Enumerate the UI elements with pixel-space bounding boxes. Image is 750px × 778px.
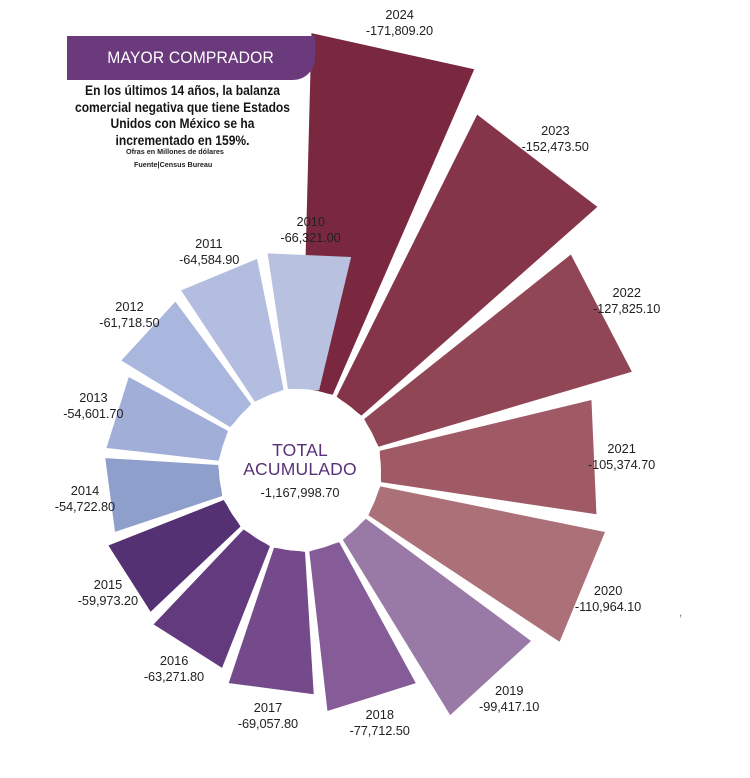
stray-mark: ,	[679, 607, 683, 619]
value-label-2011: -64,584.90	[179, 251, 240, 267]
bar-2024	[302, 33, 475, 395]
value-label-2010: -66,321.00	[280, 230, 341, 246]
year-label-2011: 2011	[195, 235, 223, 251]
year-label-2013: 2013	[79, 389, 108, 405]
bar-2017	[228, 547, 314, 695]
year-label-2019: 2019	[495, 683, 524, 699]
year-label-2015: 2015	[93, 577, 123, 593]
bar-2021	[379, 400, 597, 515]
value-label-2017: -69,057.80	[237, 715, 298, 731]
year-label-2010: 2010	[296, 214, 325, 230]
units-note: Ofras en Millones de dólares	[126, 147, 224, 156]
value-label-2024: -171,809.20	[365, 22, 434, 38]
header-band: MAYOR COMPRADOR	[67, 36, 315, 80]
value-label-2021: -105,374.70	[587, 456, 656, 472]
year-label-2021: 2021	[607, 440, 636, 456]
value-label-2014: -54,722.80	[54, 499, 115, 515]
year-label-2018: 2018	[365, 707, 395, 723]
year-label-2017: 2017	[253, 699, 283, 715]
value-label-2016: -63,271.80	[143, 668, 205, 684]
bar-2010	[267, 253, 352, 391]
bar-2015	[108, 500, 241, 612]
source-note: Fuente|Census Bureau	[134, 160, 213, 169]
year-label-2024: 2024	[385, 6, 414, 22]
bar-2023	[336, 114, 598, 416]
bar-2014	[105, 458, 223, 532]
bar-2019	[342, 518, 532, 716]
year-label-2016: 2016	[159, 652, 189, 668]
value-label-2015: -59,973.20	[77, 593, 138, 609]
value-label-2020: -110,964.10	[574, 598, 642, 614]
bar-2020	[368, 486, 606, 642]
bar-2016	[153, 529, 270, 668]
total-title-line2: ACUMULADO	[243, 459, 357, 479]
value-label-2012: -61,718.50	[99, 314, 160, 330]
year-label-2012: 2012	[115, 298, 144, 314]
center-hub	[219, 389, 381, 551]
year-label-2023: 2023	[541, 122, 570, 138]
bar-2011	[181, 258, 284, 402]
value-label-2023: -152,473.50	[521, 138, 589, 154]
value-label-2018: -77,712.50	[349, 723, 410, 739]
chart-subtitle: En los últimos 14 años, la balanza comer…	[74, 83, 290, 148]
chart-title: MAYOR COMPRADOR	[107, 48, 275, 67]
total-value: -1,167,998.70	[260, 485, 340, 500]
bar-2018	[309, 542, 416, 712]
value-label-2022: -127,825.10	[593, 301, 661, 317]
value-label-2013: -54,601.70	[63, 405, 124, 421]
bar-2022	[364, 254, 632, 447]
value-label-2019: -99,417.10	[479, 699, 540, 715]
year-label-2014: 2014	[70, 483, 100, 499]
radial-bars	[105, 33, 632, 716]
bar-2013	[106, 377, 228, 461]
year-label-2020: 2020	[593, 582, 623, 598]
bar-2012	[121, 301, 252, 428]
year-label-2022: 2022	[612, 285, 641, 301]
total-title-line1: TOTAL	[272, 440, 328, 460]
